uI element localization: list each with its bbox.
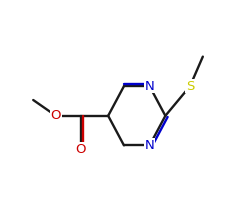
Text: N: N [145, 139, 155, 152]
Text: O: O [51, 109, 61, 122]
Text: S: S [186, 80, 194, 93]
Text: N: N [145, 80, 155, 93]
Text: O: O [75, 143, 86, 156]
